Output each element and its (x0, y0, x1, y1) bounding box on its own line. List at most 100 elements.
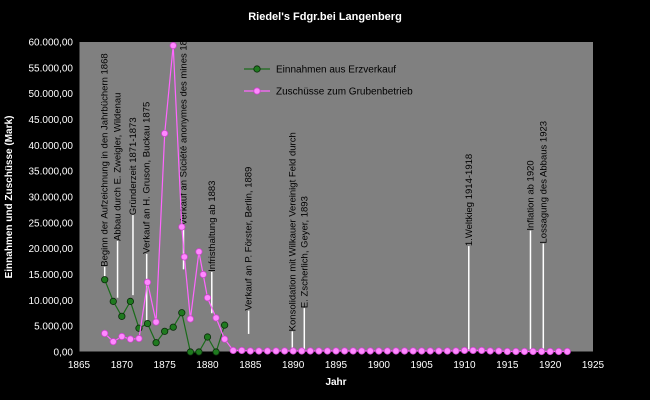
x-tick-label: 1910 (453, 360, 476, 371)
data-point (426, 347, 434, 355)
data-point (161, 327, 169, 335)
data-point (118, 332, 126, 341)
chart-title: Riedel's Fdgr.bei Langenberg (248, 11, 402, 23)
y-tick-label: 5.000,00 (34, 322, 73, 333)
data-point (478, 346, 486, 355)
data-point (126, 297, 134, 305)
annotation-label: Lossagung des Abbaus 1923 (538, 121, 549, 244)
series-2 (101, 42, 571, 356)
annotation-label: Infristhaltung ab 1883 (207, 181, 218, 272)
y-tick-label: 25.000,00 (29, 218, 74, 229)
data-point (178, 309, 186, 317)
data-point (101, 276, 109, 284)
annotation-label: Verkauf an Sûciété anonymes des mines 18… (179, 29, 190, 225)
data-point (212, 314, 220, 322)
annotations: Beginn der Aufzeichnung in den Jahrbüche… (100, 29, 549, 350)
y-tick-label: 30.000,00 (29, 193, 74, 204)
data-point (512, 347, 520, 356)
data-point (186, 315, 194, 323)
data-point (221, 335, 229, 343)
data-point (383, 347, 391, 355)
series-1 (101, 276, 229, 356)
data-point (298, 347, 306, 355)
legend-swatch-marker (253, 87, 261, 95)
data-point (238, 346, 246, 355)
plot-area (79, 42, 593, 352)
data-point (109, 338, 117, 346)
data-point (529, 347, 537, 356)
data-point (340, 347, 349, 355)
y-tick-label: 55.000,00 (29, 63, 74, 74)
data-point (289, 347, 297, 355)
series-layer (101, 42, 571, 356)
legend: Einnahmen aus Erzverkauf Zuschüsse zum Gr… (244, 65, 413, 98)
x-tick-label: 1865 (68, 360, 91, 371)
data-point (178, 223, 186, 231)
data-point (375, 347, 383, 355)
legend-label: Zuschüsse zum Grubenbetrieb (276, 87, 413, 98)
data-point (143, 319, 152, 328)
data-point (135, 334, 143, 343)
annotation-label: 1.Weltkieg 1914-1918 (464, 154, 475, 246)
data-point (186, 348, 194, 356)
y-tick-label: 15.000,00 (29, 270, 74, 281)
data-point (152, 339, 160, 347)
data-point (392, 347, 400, 355)
y-tick-label: 60.000,00 (29, 38, 74, 49)
data-point (495, 347, 503, 355)
x-axis-label: Jahr (325, 377, 346, 388)
x-tick-label: 1900 (368, 360, 391, 371)
data-point (358, 347, 366, 355)
data-point (323, 347, 332, 355)
data-point (349, 347, 357, 355)
x-tick-label: 1895 (325, 360, 348, 371)
data-point (199, 270, 207, 279)
data-point (212, 348, 220, 356)
legend-swatch-marker (253, 65, 261, 73)
data-point (555, 347, 563, 356)
data-point (221, 321, 229, 329)
data-point (229, 346, 237, 355)
annotation-label: E. Zscherlich, Geyer, 1893 (299, 196, 310, 308)
x-tick-label: 1920 (539, 360, 562, 371)
x-tick-label: 1925 (582, 360, 605, 371)
annotation-label: Beginn der Aufzeichnung in den Jahrbüche… (100, 53, 111, 266)
data-point (409, 347, 417, 355)
y-tick-label: 20.000,00 (29, 244, 74, 255)
data-point (435, 347, 443, 355)
data-point (161, 129, 169, 138)
y-tick-label: 45.000,00 (29, 115, 74, 126)
y-tick-label: 35.000,00 (29, 167, 74, 178)
x-tick-label: 1870 (111, 360, 134, 371)
data-point (180, 253, 188, 261)
y-tick-label: 50.000,00 (29, 89, 74, 100)
data-point (101, 329, 109, 337)
y-axis: 0,00 5.000,00 10.000,00 15.000,00 20.000,00 2… (29, 38, 80, 359)
data-point (469, 346, 477, 355)
x-tick-label: 1890 (282, 360, 305, 371)
y-tick-label: 40.000,00 (29, 141, 74, 152)
data-point (109, 297, 117, 305)
data-point (126, 335, 134, 343)
data-point (203, 294, 212, 302)
annotation-label: Verkauf an P. Förster, Berlin, 1889 (244, 167, 255, 311)
data-point (486, 347, 494, 355)
data-point (315, 347, 323, 355)
data-point (272, 347, 280, 355)
annotation-label: Abbau durch E. Zweigler, Wildenau (113, 93, 124, 241)
data-point (563, 347, 571, 356)
data-point (143, 278, 152, 286)
annotation-label: Gründerzeit 1871-1873 (128, 117, 139, 215)
data-point (203, 333, 212, 341)
data-point (195, 248, 203, 256)
x-tick-label: 1885 (239, 360, 262, 371)
data-point (503, 347, 511, 356)
annotation-label: Verkauf an H. Gruson, Buckau 1875 (142, 102, 153, 254)
data-point (280, 347, 289, 355)
data-point (255, 347, 263, 355)
y-axis-label: Einnahmen und Zuschüsse (Mark) (4, 116, 15, 279)
x-tick-label: 1905 (411, 360, 434, 371)
x-tick-label: 1875 (154, 360, 177, 371)
data-point (537, 347, 546, 356)
data-point (246, 347, 254, 355)
